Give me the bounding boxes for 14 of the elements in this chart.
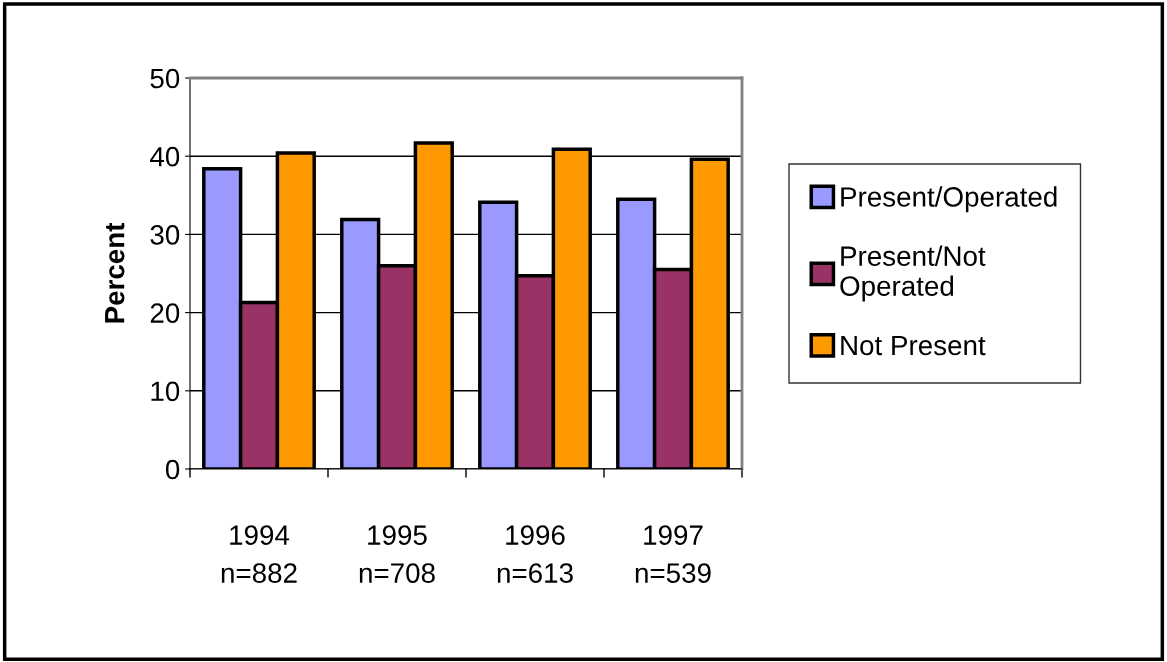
x-tick-label: 1997 n=539 [635, 525, 711, 583]
y-tick-label: 30 [150, 225, 180, 245]
x-tick-label: 1996 n=613 [497, 525, 573, 583]
x-tick-label: 1994 n=882 [221, 525, 297, 583]
y-tick-label: 40 [150, 146, 180, 167]
y-axis-title: Percent [105, 222, 125, 323]
y-tick-label: 0 [165, 459, 180, 480]
y-tick-label: 10 [151, 381, 180, 402]
x-tick-label: 1995 n=708 [359, 525, 435, 583]
y-tick-label: 20 [150, 303, 180, 323]
y-tick-label: 50 [150, 68, 180, 89]
legend-label: Present/Not Operated [840, 245, 986, 302]
legend-label: Present/Operated [841, 186, 1057, 213]
legend-label: Not Present [841, 335, 986, 356]
